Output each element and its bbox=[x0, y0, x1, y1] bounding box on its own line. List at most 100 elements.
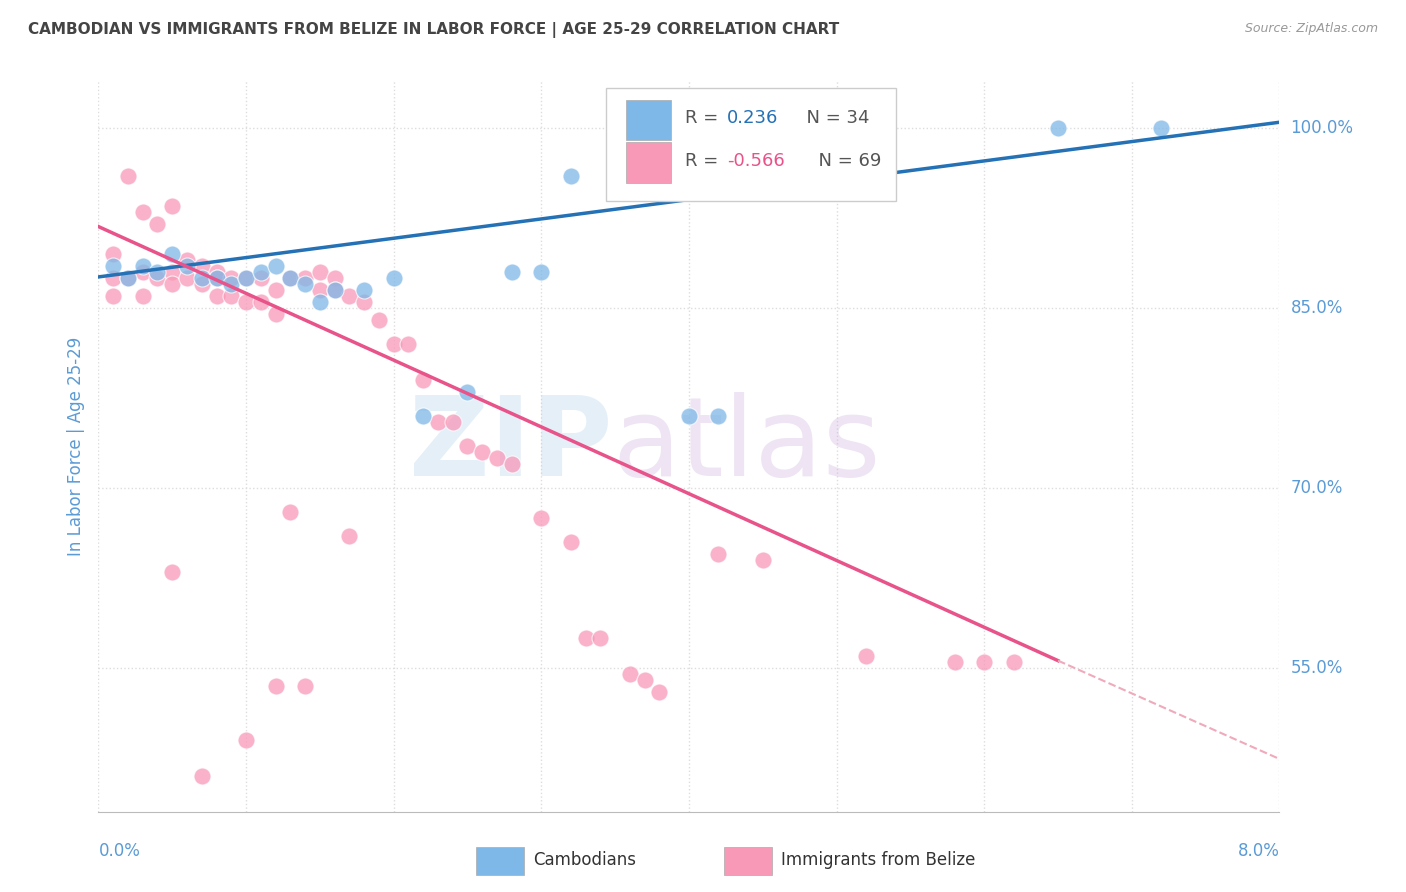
Point bbox=[278, 505, 301, 519]
Point bbox=[264, 259, 287, 273]
Point bbox=[235, 271, 257, 285]
Point bbox=[235, 271, 257, 285]
Text: R =: R = bbox=[685, 152, 724, 169]
Point bbox=[323, 271, 346, 285]
Text: atlas: atlas bbox=[612, 392, 880, 500]
Text: -0.566: -0.566 bbox=[727, 152, 785, 169]
Point bbox=[353, 283, 375, 297]
Point bbox=[191, 271, 214, 285]
Text: 55.0%: 55.0% bbox=[1291, 659, 1343, 677]
Text: CAMBODIAN VS IMMIGRANTS FROM BELIZE IN LABOR FORCE | AGE 25-29 CORRELATION CHART: CAMBODIAN VS IMMIGRANTS FROM BELIZE IN L… bbox=[28, 22, 839, 38]
Point bbox=[353, 295, 375, 310]
Point bbox=[205, 289, 228, 303]
Point bbox=[501, 457, 523, 471]
Text: Immigrants from Belize: Immigrants from Belize bbox=[782, 851, 976, 869]
Point bbox=[235, 295, 257, 310]
Point bbox=[132, 265, 155, 279]
Bar bbox=[626, 100, 671, 140]
Point bbox=[117, 271, 139, 285]
Point bbox=[205, 265, 228, 279]
Point bbox=[574, 631, 596, 645]
Text: N = 69: N = 69 bbox=[807, 152, 882, 169]
Text: 0.236: 0.236 bbox=[727, 110, 778, 128]
Point bbox=[103, 259, 124, 273]
Text: 100.0%: 100.0% bbox=[1291, 120, 1354, 137]
Point bbox=[308, 265, 332, 279]
Point bbox=[191, 259, 214, 273]
Point bbox=[264, 679, 287, 693]
Point bbox=[117, 271, 139, 285]
Point bbox=[1150, 121, 1173, 136]
Point bbox=[103, 289, 124, 303]
Point bbox=[264, 283, 287, 297]
Point bbox=[117, 169, 139, 184]
Bar bbox=[626, 143, 671, 183]
Point bbox=[1046, 121, 1069, 136]
Point bbox=[132, 289, 155, 303]
Point bbox=[501, 265, 523, 279]
Point bbox=[855, 648, 877, 663]
Point bbox=[337, 529, 360, 543]
Point bbox=[250, 265, 273, 279]
Y-axis label: In Labor Force | Age 25-29: In Labor Force | Age 25-29 bbox=[66, 336, 84, 556]
Point bbox=[294, 679, 316, 693]
FancyBboxPatch shape bbox=[606, 87, 896, 201]
Point bbox=[278, 271, 301, 285]
Point bbox=[456, 385, 478, 400]
Point bbox=[294, 277, 316, 292]
Point bbox=[103, 271, 124, 285]
Point bbox=[367, 313, 389, 327]
Point bbox=[485, 450, 508, 465]
Point bbox=[530, 265, 553, 279]
Point bbox=[191, 769, 214, 783]
Point bbox=[103, 247, 124, 261]
Point bbox=[176, 259, 198, 273]
Point bbox=[146, 217, 169, 231]
Point bbox=[278, 271, 301, 285]
Point bbox=[648, 685, 671, 699]
Point bbox=[146, 271, 169, 285]
Point bbox=[943, 655, 966, 669]
Point bbox=[560, 169, 582, 184]
Point bbox=[707, 409, 730, 423]
Point bbox=[426, 415, 449, 429]
Point bbox=[205, 271, 228, 285]
Point bbox=[678, 409, 700, 423]
Text: 85.0%: 85.0% bbox=[1291, 299, 1343, 317]
Point bbox=[396, 337, 419, 351]
Bar bbox=[724, 847, 772, 875]
Point bbox=[323, 283, 346, 297]
Point bbox=[382, 337, 405, 351]
Point bbox=[162, 565, 183, 579]
Point bbox=[191, 277, 214, 292]
Point bbox=[412, 409, 434, 423]
Point bbox=[1002, 655, 1025, 669]
Point bbox=[235, 732, 257, 747]
Point bbox=[219, 271, 242, 285]
Point bbox=[707, 547, 730, 561]
Text: ZIP: ZIP bbox=[409, 392, 612, 500]
Point bbox=[132, 205, 155, 219]
Text: N = 34: N = 34 bbox=[796, 110, 870, 128]
Point bbox=[530, 511, 553, 525]
Point bbox=[412, 373, 434, 387]
Point bbox=[176, 271, 198, 285]
Point bbox=[589, 631, 612, 645]
Point bbox=[162, 199, 183, 213]
Point bbox=[382, 271, 405, 285]
Text: 70.0%: 70.0% bbox=[1291, 479, 1343, 497]
Point bbox=[456, 439, 478, 453]
Point bbox=[294, 271, 316, 285]
Point bbox=[205, 271, 228, 285]
Point bbox=[619, 666, 641, 681]
Point bbox=[308, 283, 332, 297]
Point bbox=[337, 289, 360, 303]
Text: 8.0%: 8.0% bbox=[1237, 842, 1279, 860]
Point bbox=[219, 289, 242, 303]
Point bbox=[633, 673, 655, 687]
Bar bbox=[477, 847, 523, 875]
Point bbox=[162, 247, 183, 261]
Point bbox=[146, 265, 169, 279]
Point bbox=[560, 535, 582, 549]
Text: R =: R = bbox=[685, 110, 724, 128]
